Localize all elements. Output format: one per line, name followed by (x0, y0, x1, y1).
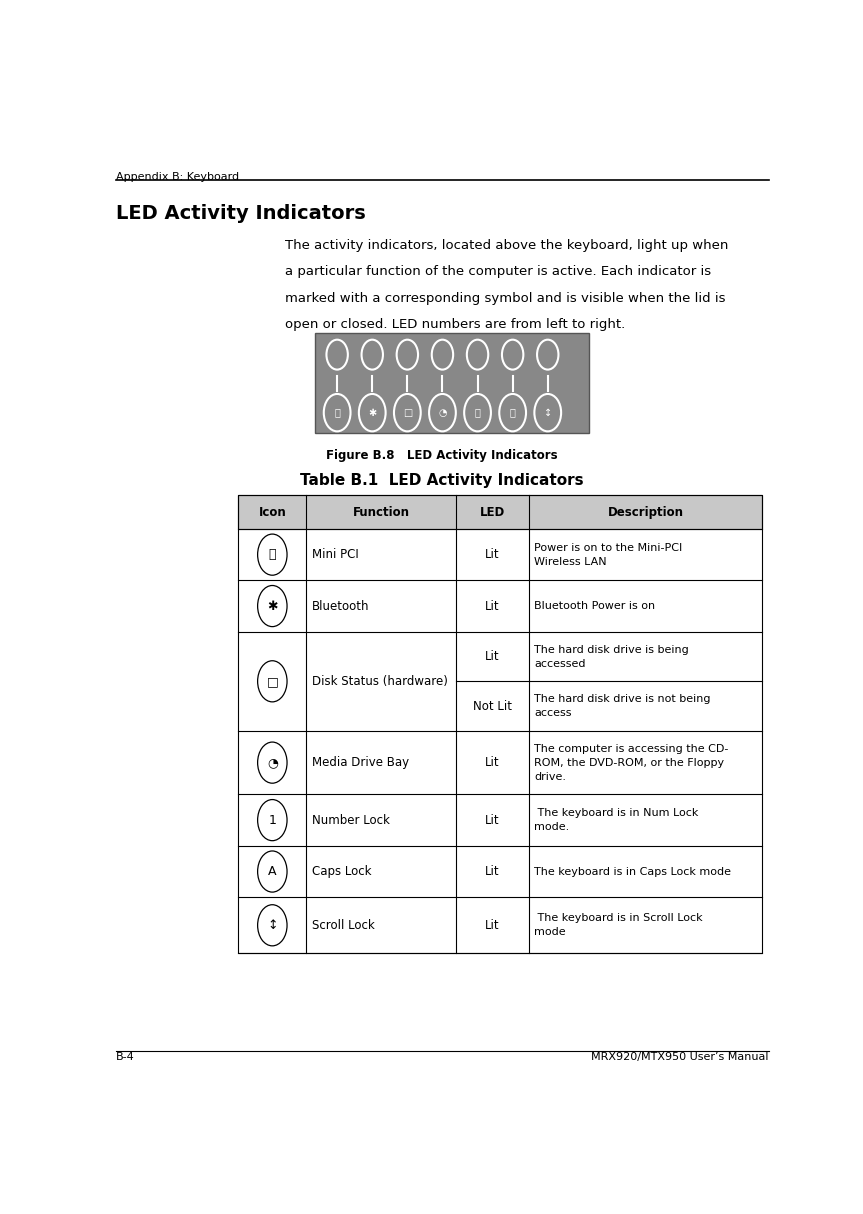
Text: ↕: ↕ (267, 919, 278, 932)
Text: Function: Function (352, 505, 410, 518)
Text: 1: 1 (268, 813, 276, 827)
Text: Appendix B: Keyboard: Appendix B: Keyboard (116, 172, 239, 182)
Text: Lit: Lit (485, 866, 500, 878)
Text: Lit: Lit (485, 813, 500, 827)
Text: Disk Status (hardware): Disk Status (hardware) (312, 675, 448, 688)
Text: mode.: mode. (534, 822, 570, 832)
Bar (315, 333, 589, 432)
Text: Ⓐ: Ⓐ (510, 408, 515, 418)
Text: Not Lit: Not Lit (473, 699, 512, 713)
Text: mode: mode (534, 927, 566, 937)
Text: Bluetooth Power is on: Bluetooth Power is on (534, 601, 655, 611)
Text: Figure B.8   LED Activity Indicators: Figure B.8 LED Activity Indicators (326, 448, 558, 461)
Text: ◔: ◔ (438, 408, 447, 418)
Text: ROM, the DVD-ROM, or the Floppy: ROM, the DVD-ROM, or the Floppy (534, 758, 724, 767)
Text: The hard disk drive is not being: The hard disk drive is not being (534, 694, 711, 704)
Text: Power is on to the Mini-PCI: Power is on to the Mini-PCI (534, 543, 683, 552)
Text: The keyboard is in Caps Lock mode: The keyboard is in Caps Lock mode (534, 867, 731, 877)
Text: ⓘ: ⓘ (268, 549, 276, 561)
Bar (238, 495, 762, 953)
Text: Bluetooth: Bluetooth (312, 600, 369, 613)
Text: The hard disk drive is being: The hard disk drive is being (534, 645, 689, 654)
Text: The computer is accessing the CD-: The computer is accessing the CD- (534, 744, 728, 754)
Text: LED Activity Indicators: LED Activity Indicators (116, 204, 366, 222)
Text: accessed: accessed (534, 658, 586, 669)
Text: open or closed. LED numbers are from left to right.: open or closed. LED numbers are from lef… (285, 318, 626, 330)
Text: □: □ (403, 408, 412, 418)
Text: Table B.1  LED Activity Indicators: Table B.1 LED Activity Indicators (300, 473, 584, 488)
Text: Wireless LAN: Wireless LAN (534, 557, 607, 567)
Text: ✱: ✱ (267, 600, 278, 613)
Text: access: access (534, 708, 572, 719)
Text: B-4: B-4 (116, 1051, 135, 1062)
Bar (238, 495, 762, 529)
Text: □: □ (267, 675, 278, 688)
Text: Caps Lock: Caps Lock (312, 866, 371, 878)
Text: Lit: Lit (485, 600, 500, 613)
Text: ↕: ↕ (544, 408, 551, 418)
Text: Number Lock: Number Lock (312, 813, 389, 827)
Text: The keyboard is in Num Lock: The keyboard is in Num Lock (534, 809, 699, 818)
Text: Icon: Icon (258, 505, 287, 518)
Text: ◔: ◔ (267, 756, 278, 770)
Text: a particular function of the computer is active. Each indicator is: a particular function of the computer is… (285, 266, 711, 278)
Text: Scroll Lock: Scroll Lock (312, 919, 375, 932)
Text: ⓘ: ⓘ (334, 408, 340, 418)
Text: Lit: Lit (485, 549, 500, 561)
Text: Lit: Lit (485, 756, 500, 770)
Text: Lit: Lit (485, 919, 500, 932)
Text: LED: LED (480, 505, 505, 518)
Text: Description: Description (608, 505, 683, 518)
Text: Lit: Lit (485, 649, 500, 663)
Text: ✱: ✱ (369, 408, 376, 418)
Text: Mini PCI: Mini PCI (312, 549, 358, 561)
Text: marked with a corresponding symbol and is visible when the lid is: marked with a corresponding symbol and i… (285, 291, 726, 305)
Text: Media Drive Bay: Media Drive Bay (312, 756, 409, 770)
Text: MRX920/MTX950 User’s Manual: MRX920/MTX950 User’s Manual (591, 1051, 769, 1062)
Text: The activity indicators, located above the keyboard, light up when: The activity indicators, located above t… (285, 239, 728, 253)
Text: The keyboard is in Scroll Lock: The keyboard is in Scroll Lock (534, 913, 703, 924)
Text: A: A (268, 866, 276, 878)
Text: Ⓕ: Ⓕ (475, 408, 481, 418)
Text: drive.: drive. (534, 772, 566, 782)
